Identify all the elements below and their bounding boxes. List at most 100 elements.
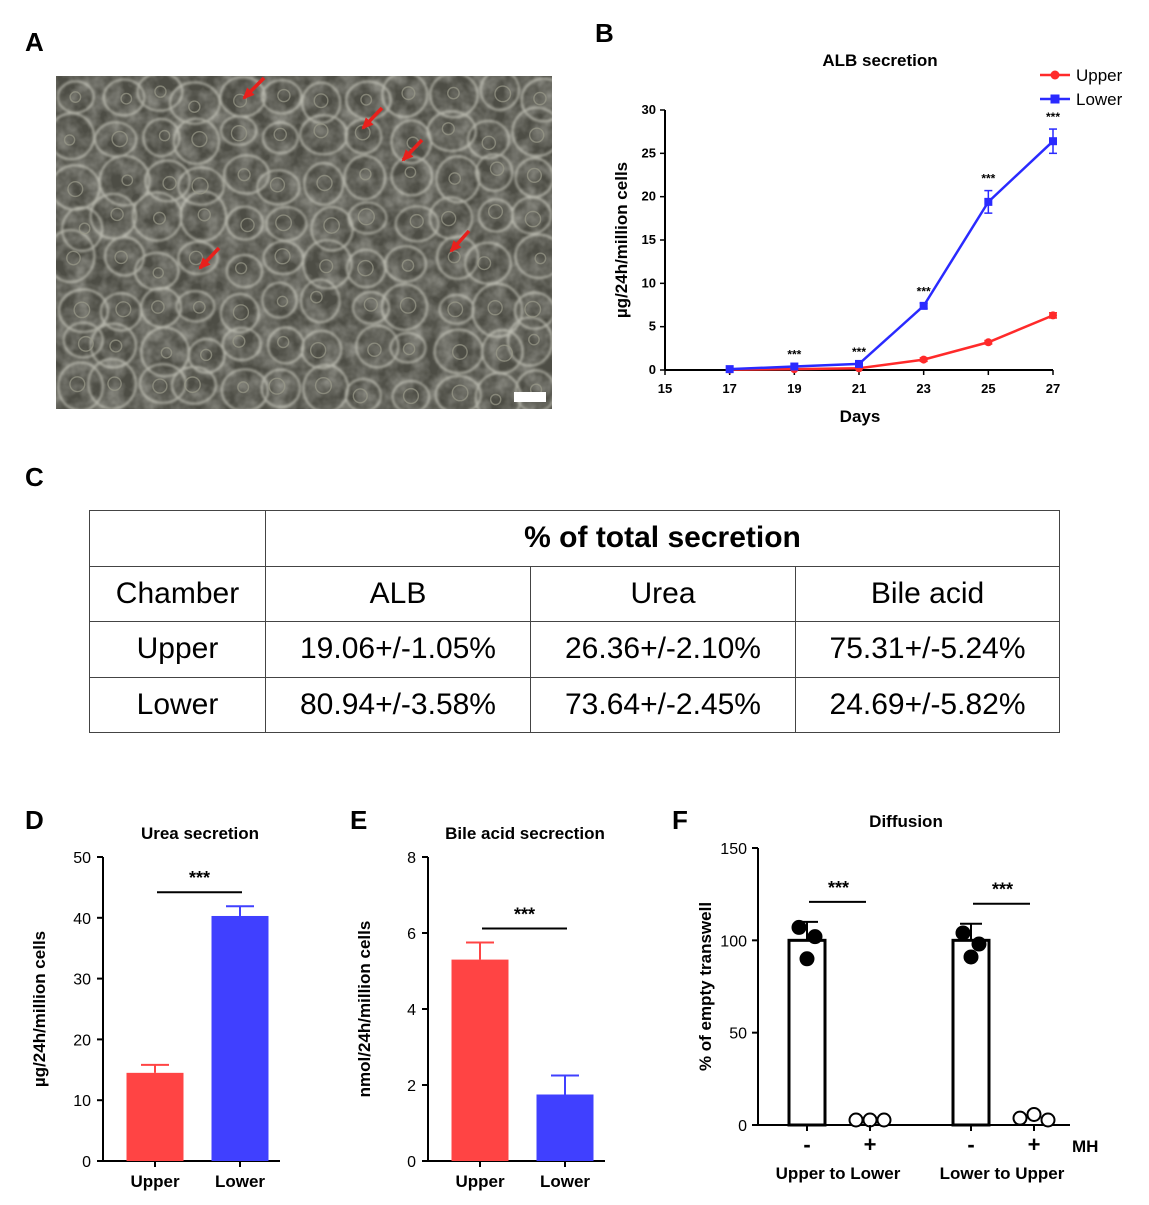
cell-border — [169, 81, 221, 125]
cell-border — [219, 292, 260, 334]
bar-lower — [536, 1094, 594, 1161]
data-point-lower — [790, 362, 799, 371]
cell-border — [177, 166, 225, 206]
cell-border — [58, 288, 109, 334]
y-tick-label: 0 — [738, 1118, 747, 1135]
nucleus — [451, 384, 469, 402]
x-tick-label: Upper — [130, 1172, 180, 1191]
cell-border — [56, 112, 95, 161]
significance-annotation: *** — [917, 284, 931, 298]
y-tick-label: 50 — [73, 850, 91, 867]
x-tick-label: 15 — [658, 381, 672, 396]
x-tick-label: 21 — [852, 381, 866, 396]
significance-label: *** — [992, 880, 1013, 900]
column-chamber: Chamber — [89, 565, 266, 622]
nucleus — [404, 166, 417, 179]
y-axis-label: µg/24h/million cells — [612, 162, 631, 318]
nucleus — [357, 208, 375, 226]
cell-border — [347, 201, 388, 235]
cell-border — [300, 329, 343, 370]
x-tick-label: 23 — [916, 381, 930, 396]
nucleus — [367, 342, 382, 358]
nucleus — [487, 300, 503, 316]
chart-title: Bile acid secrection — [445, 824, 605, 843]
x-tick-label: 19 — [787, 381, 801, 396]
data-point-open — [876, 1112, 892, 1128]
nucleus — [268, 377, 286, 395]
nucleus — [440, 210, 457, 227]
nucleus — [477, 256, 492, 271]
diffusion-chart: Diffusion 0 50 100 150 % of empty transwell - +… — [696, 812, 1098, 1183]
data-point-open — [862, 1112, 878, 1128]
nucleus — [120, 92, 133, 105]
cell-border — [343, 154, 387, 201]
nucleus — [192, 300, 206, 314]
cell-border — [429, 76, 479, 119]
data-point-open — [1026, 1106, 1042, 1122]
cell-border — [352, 291, 391, 325]
cell-border — [479, 76, 521, 111]
nucleus — [233, 93, 248, 108]
nucleus — [191, 130, 208, 148]
y-axis-label: µg/24h/million cells — [30, 931, 49, 1087]
cell-border — [94, 121, 138, 158]
nucleus — [107, 376, 122, 391]
significance-label: *** — [189, 868, 210, 888]
cell-upper-bile: 75.31+/-5.24% — [794, 621, 1061, 678]
nucleus — [314, 377, 333, 395]
nucleus — [313, 123, 329, 139]
panel-label-e: E — [350, 805, 368, 835]
y-tick-label: 4 — [407, 1002, 416, 1019]
cell-border — [380, 283, 429, 331]
cell-border — [56, 228, 96, 284]
cell-border — [57, 361, 104, 409]
cell-border — [98, 155, 151, 207]
nucleus — [240, 217, 255, 233]
nucleus — [447, 86, 460, 100]
nucleus — [114, 250, 128, 265]
data-point-upper — [919, 355, 928, 364]
y-axis-label: % of empty transwell — [696, 902, 715, 1071]
significance-label: *** — [514, 905, 535, 925]
nucleus — [323, 217, 340, 234]
nucleus — [184, 376, 201, 394]
nucleus — [363, 297, 379, 312]
bar — [787, 938, 827, 1127]
alb-secretion-chart: ALB secretion 15 17 19 21 23 25 27 0 5 10 15 20 25 30 D… — [612, 51, 1123, 426]
significance-annotation: *** — [852, 345, 866, 359]
cell-border — [299, 278, 341, 324]
data-point-open — [1040, 1112, 1056, 1128]
nucleus — [524, 300, 542, 318]
cell-border — [381, 76, 429, 118]
nucleus — [273, 127, 288, 142]
y-tick-label: 10 — [642, 275, 656, 290]
red-arrows — [198, 76, 471, 270]
data-point-filled — [799, 951, 815, 967]
data-point-lower — [725, 365, 734, 374]
bar-upper — [451, 959, 509, 1161]
nucleus — [276, 295, 289, 308]
data-point-upper — [984, 338, 993, 347]
significance-label: *** — [828, 878, 849, 898]
cell-border — [389, 332, 427, 364]
nucleus — [529, 127, 545, 143]
cell-border — [62, 321, 104, 359]
nucleus — [495, 344, 513, 362]
cell-border — [102, 78, 146, 117]
nucleus — [162, 175, 177, 191]
panel-label-c: C — [25, 462, 44, 492]
nucleus — [188, 100, 201, 113]
nucleus — [73, 301, 91, 319]
cell-border — [179, 190, 228, 242]
nucleus — [309, 342, 327, 359]
y-tick-label: 15 — [642, 232, 656, 247]
cell-border — [394, 205, 440, 243]
cell-border — [344, 118, 383, 155]
urea-secretion-chart: Urea secretion 0 10 20 30 40 50 µg/24h/million … — [30, 824, 280, 1191]
cell-border — [260, 368, 302, 409]
cell-border — [511, 196, 552, 235]
cell-border — [438, 293, 475, 325]
nucleus — [534, 252, 547, 265]
nucleus — [277, 335, 290, 349]
cell-nuclei — [63, 85, 547, 406]
